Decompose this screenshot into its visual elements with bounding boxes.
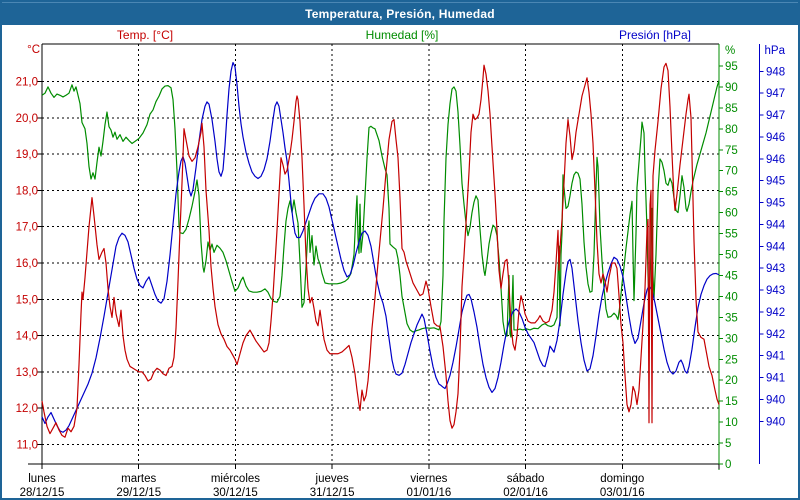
x-axis-labels: lunes 28/12/15 martes 29/12/15 miércoles 30/1… [20,473,645,499]
svg-text:947: 947 [766,110,785,122]
legend-humidity: Humedad [%] [365,28,439,42]
day-name-label: sábado [507,473,545,485]
day-name-label: jueves [315,473,349,485]
day-date-label: 31/12/15 [310,487,355,499]
axis-unit-headers: °C% hPa [27,44,785,57]
day-name-label: martes [121,473,156,485]
pres-series-line [41,61,720,433]
legend-temperature: Temp. [°C] [116,28,174,42]
svg-text:55: 55 [725,229,738,241]
svg-text:hPa: hPa [765,45,786,57]
svg-text:945: 945 [766,198,785,210]
window-title: Temperatura, Presión, Humedad [305,7,495,21]
svg-text:65: 65 [725,187,738,199]
svg-text:947: 947 [766,88,785,100]
svg-text:941: 941 [766,373,785,385]
svg-text:5: 5 [725,438,731,450]
svg-text:940: 940 [766,416,785,428]
svg-text:945: 945 [766,176,785,188]
svg-text:19,0: 19,0 [16,149,38,161]
svg-text:15,0: 15,0 [16,294,38,306]
legend-pressure: Presión [hPa] [618,28,692,42]
svg-text:0: 0 [725,459,731,471]
svg-text:20: 20 [725,375,738,387]
svg-text:948: 948 [766,66,785,78]
svg-text:60: 60 [725,208,738,220]
svg-text:25: 25 [725,354,738,366]
svg-text:12,0: 12,0 [16,403,38,415]
svg-text:17,0: 17,0 [16,222,38,234]
svg-text:943: 943 [766,285,785,297]
svg-text:75: 75 [725,145,738,157]
svg-text:11,0: 11,0 [16,440,38,452]
svg-text:21,0: 21,0 [16,77,38,89]
svg-text:944: 944 [766,241,786,253]
day-name-label: viernes [410,473,447,485]
svg-text:18,0: 18,0 [16,185,38,197]
day-date-label: 01/01/16 [406,487,451,499]
temp-series-line [41,62,720,438]
plot-frame [28,43,764,470]
svg-text:50: 50 [725,250,738,262]
svg-text:95: 95 [725,61,738,73]
svg-text:944: 944 [766,219,786,231]
svg-text:90: 90 [725,82,738,94]
day-date-label: 29/12/15 [116,487,161,499]
svg-text:13,0: 13,0 [16,367,38,379]
svg-text:943: 943 [766,263,785,275]
svg-text:942: 942 [766,307,785,319]
svg-text:40: 40 [725,291,738,303]
temp-axis-labels: 21,0 20,0 19,0 18,0 17,0 16,0 15,0 14,0 13,0 12,0… [16,77,38,452]
svg-text:942: 942 [766,329,785,341]
day-date-label: 30/12/15 [213,487,258,499]
svg-text:946: 946 [766,132,785,144]
svg-text:45: 45 [725,270,738,282]
day-name-label: domingo [600,473,644,485]
svg-text:940: 940 [766,394,785,406]
svg-text:30: 30 [725,333,738,345]
svg-text:10: 10 [725,417,738,429]
svg-text:941: 941 [766,351,785,363]
pressure-axis-labels: 948 947 947 946 946 945 945 944 944 943 943 942 942 9… [766,66,786,428]
svg-text:15: 15 [725,396,738,408]
day-date-label: 02/01/16 [503,487,548,499]
svg-text:35: 35 [725,312,738,324]
gridlines [37,44,719,464]
svg-text:80: 80 [725,124,738,136]
svg-text:20,0: 20,0 [16,113,38,125]
svg-text:%: % [725,45,735,57]
svg-text:70: 70 [725,166,738,178]
svg-text:16,0: 16,0 [16,258,38,270]
svg-text:946: 946 [766,154,785,166]
svg-text:85: 85 [725,103,738,115]
day-date-label: 28/12/15 [20,487,65,499]
day-name-label: miércoles [211,473,260,485]
window-titlebar: Temperatura, Presión, Humedad [2,2,798,25]
svg-text:14,0: 14,0 [16,331,38,343]
day-date-label: 03/01/16 [600,487,645,499]
svg-text:°C: °C [27,44,40,56]
day-name-label: lunes [28,473,56,485]
hum-series-line [41,80,720,338]
